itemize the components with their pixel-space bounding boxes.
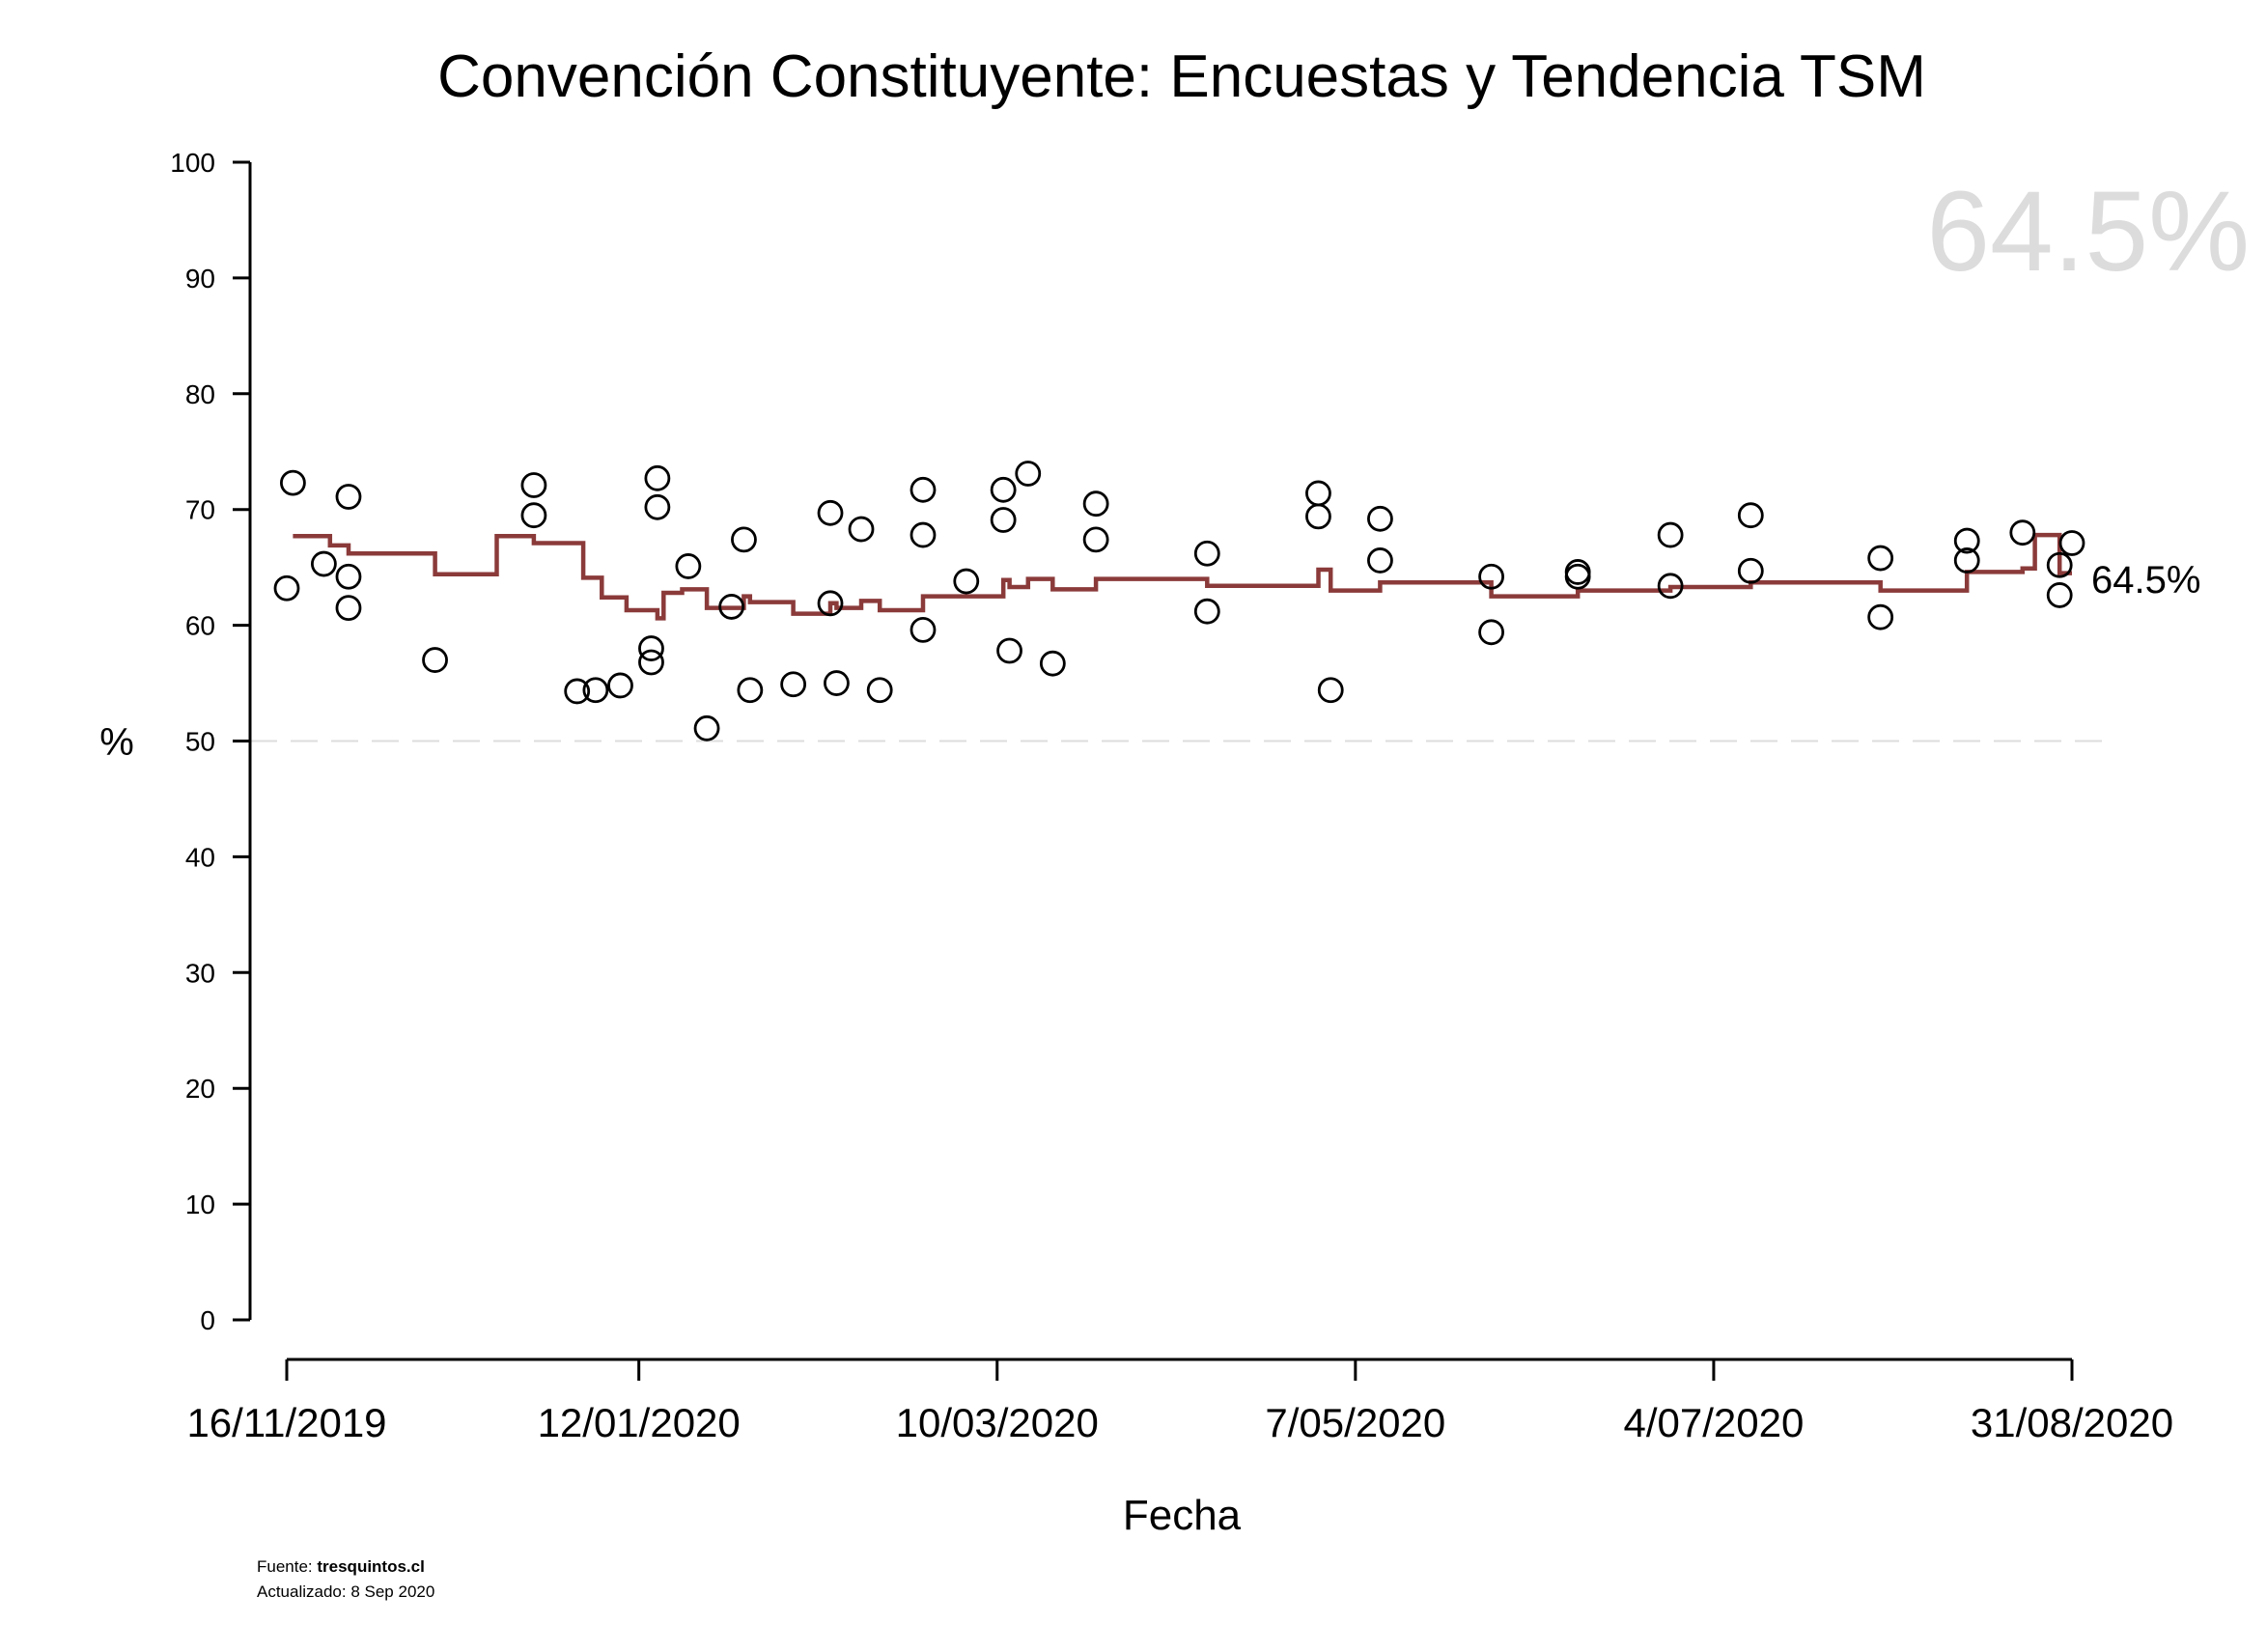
poll-point [607,672,633,699]
poll-point [910,521,937,548]
poll-point [1953,547,1980,574]
poll-point [2046,582,2073,608]
poll-point [693,714,720,742]
poll-point [718,594,745,620]
poll-point [848,516,875,543]
y-tick-label: 0 [200,1305,215,1335]
poll-point [737,677,764,704]
trend-layer [293,532,2072,621]
y-axis-label: % [99,721,134,764]
poll-point [2009,519,2036,546]
axes-layer: 0 10 20 30 40 50 60 70 80 90 100 16/11/2019 12/01/20… [170,148,2173,1445]
poll-point [1737,502,1764,529]
y-tick-label: 10 [185,1190,215,1219]
poll-point [1193,598,1220,625]
y-tick-label: 60 [185,611,215,641]
footer-source: Fuente: tresquintos.cl [257,1557,425,1576]
poll-point [1039,650,1066,677]
poll-point [2046,551,2073,578]
poll-point [520,502,547,529]
poll-point [1657,573,1684,600]
y-tick-label: 40 [185,842,215,872]
poll-point [1317,677,1344,704]
poll-point [824,670,850,696]
poll-point [953,568,980,595]
poll-point [866,677,893,704]
poll-point [1867,545,1894,572]
poll-point [910,616,937,643]
poll-point [1082,490,1109,518]
poll-point [335,484,362,510]
poll-point [638,635,664,661]
footer-updated: Actualizado: 8 Sep 2020 [257,1582,434,1601]
chart-title: Convención Constituyente: Encuestas y Te… [437,43,1926,110]
x-tick-label: 4/07/2020 [1623,1400,1804,1445]
trend-step-line [293,532,2072,621]
poll-point [1082,526,1109,553]
poll-point [644,493,671,520]
y-tick-label: 100 [170,148,215,178]
poll-point [1867,603,1894,630]
poll-point [564,678,591,705]
x-tick-label: 10/03/2020 [896,1400,1099,1445]
poll-point [1305,480,1331,507]
poll-point [780,671,807,698]
poll-point [1367,505,1393,532]
y-tick-label: 90 [185,264,215,294]
y-tick-label: 70 [185,495,215,525]
poll-point [990,507,1017,533]
poll-point [520,472,547,498]
poll-point [273,574,300,602]
end-value-label: 64.5% [2091,559,2200,602]
y-tick-label: 30 [185,958,215,988]
x-tick-label: 16/11/2019 [186,1400,386,1445]
poll-point [335,563,362,590]
footer-source-label: Fuente: [257,1557,317,1576]
poll-point [910,476,937,503]
x-axis-label: Fecha [1123,1492,1242,1539]
footer-source-value: tresquintos.cl [317,1557,424,1576]
poll-point [990,476,1017,503]
poll-point [1478,619,1504,646]
poll-point [1193,540,1220,567]
poll-point [1564,563,1591,590]
poll-point [817,590,844,617]
y-tick-label: 80 [185,379,215,409]
poll-point [582,677,609,704]
poll-point [638,649,664,676]
poll-point [644,464,671,491]
points-layer [273,461,2085,742]
y-tick-label: 20 [185,1074,215,1104]
poll-point [731,526,757,553]
poll-point [1953,527,1980,554]
poll-point [279,469,306,496]
poll-point [310,550,337,577]
x-tick-label: 7/05/2020 [1265,1400,1445,1445]
poll-point [1657,521,1684,548]
poll-point [1478,563,1504,590]
poll-point [335,595,362,622]
x-tick-label: 12/01/2020 [538,1400,741,1445]
poll-point [1737,557,1764,584]
poll-point [817,499,844,526]
poll-point [1015,461,1042,487]
poll-point [996,637,1022,664]
x-tick-label: 31/08/2020 [1971,1400,2173,1445]
y-tick-label: 50 [185,727,215,757]
poll-point [675,553,702,579]
big-value-label: 64.5% [1926,168,2250,295]
poll-point [1367,547,1393,574]
poll-point [422,647,448,673]
poll-point [2058,530,2085,556]
poll-point [1305,503,1331,530]
